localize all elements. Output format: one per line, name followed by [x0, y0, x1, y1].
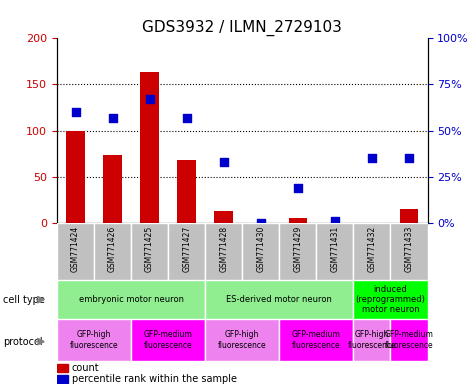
Text: GSM771428: GSM771428	[219, 225, 228, 272]
FancyBboxPatch shape	[131, 319, 205, 361]
Bar	[215, 211, 233, 223]
Text: GFP-medium
fluorescence: GFP-medium fluorescence	[385, 330, 433, 349]
Point	[294, 185, 302, 191]
FancyBboxPatch shape	[279, 319, 353, 361]
FancyBboxPatch shape	[316, 223, 353, 280]
FancyBboxPatch shape	[353, 280, 428, 319]
Point	[146, 96, 153, 102]
FancyBboxPatch shape	[57, 223, 94, 280]
FancyBboxPatch shape	[131, 223, 168, 280]
FancyBboxPatch shape	[205, 280, 353, 319]
FancyBboxPatch shape	[390, 223, 428, 280]
Text: count: count	[72, 363, 99, 373]
Text: GFP-medium
fluorescence: GFP-medium fluorescence	[144, 330, 192, 349]
Bar	[141, 73, 159, 223]
FancyBboxPatch shape	[205, 319, 279, 361]
Text: GSM771424: GSM771424	[71, 225, 80, 272]
Point	[109, 114, 116, 121]
Point	[72, 109, 79, 115]
FancyBboxPatch shape	[353, 319, 390, 361]
FancyBboxPatch shape	[57, 319, 131, 361]
FancyBboxPatch shape	[242, 223, 279, 280]
Text: ES-derived motor neuron: ES-derived motor neuron	[227, 295, 332, 304]
FancyBboxPatch shape	[279, 223, 316, 280]
Bar	[104, 156, 122, 223]
Point	[405, 155, 413, 161]
Text: percentile rank within the sample: percentile rank within the sample	[72, 374, 237, 384]
Text: GSM771429: GSM771429	[294, 225, 302, 272]
FancyBboxPatch shape	[390, 319, 428, 361]
FancyBboxPatch shape	[353, 223, 390, 280]
Bar	[57, 375, 68, 383]
Text: GSM771432: GSM771432	[368, 225, 376, 272]
Point	[220, 159, 228, 165]
Point	[331, 218, 339, 224]
Text: embryonic motor neuron: embryonic motor neuron	[78, 295, 184, 304]
FancyBboxPatch shape	[57, 280, 205, 319]
Text: GFP-high
fluorescence: GFP-high fluorescence	[70, 330, 118, 349]
FancyBboxPatch shape	[94, 223, 131, 280]
Text: GFP-medium
fluorescence: GFP-medium fluorescence	[292, 330, 341, 349]
Bar	[178, 160, 196, 223]
Bar	[289, 218, 307, 223]
Text: GSM771425: GSM771425	[145, 225, 154, 272]
Text: GSM771431: GSM771431	[331, 225, 339, 272]
Text: GSM771427: GSM771427	[182, 225, 191, 272]
Text: GFP-high
fluorescence: GFP-high fluorescence	[218, 330, 266, 349]
Bar	[66, 131, 85, 223]
Text: GSM771426: GSM771426	[108, 225, 117, 272]
Text: protocol: protocol	[3, 337, 42, 347]
Point	[257, 220, 265, 226]
Text: induced
(reprogrammed)
motor neuron: induced (reprogrammed) motor neuron	[355, 285, 426, 314]
Title: GDS3932 / ILMN_2729103: GDS3932 / ILMN_2729103	[142, 20, 342, 36]
FancyBboxPatch shape	[168, 223, 205, 280]
Text: GSM771430: GSM771430	[256, 225, 265, 272]
Text: GFP-high
fluorescence: GFP-high fluorescence	[348, 330, 396, 349]
FancyBboxPatch shape	[205, 223, 242, 280]
Point	[183, 114, 190, 121]
Text: cell type: cell type	[3, 295, 45, 305]
Text: GSM771433: GSM771433	[405, 225, 413, 272]
Point	[368, 155, 376, 161]
Bar	[400, 209, 418, 223]
Bar	[57, 364, 68, 372]
